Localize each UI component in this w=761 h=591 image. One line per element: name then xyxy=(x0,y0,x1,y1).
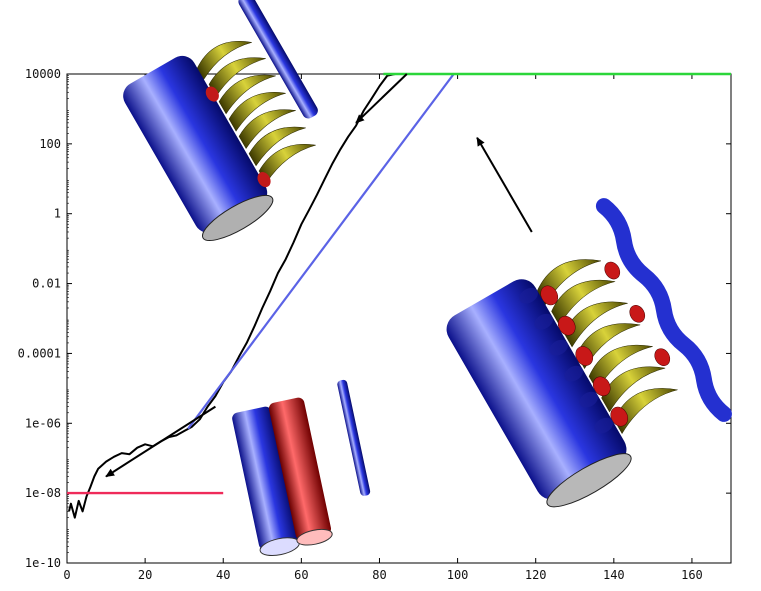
vortex-tubes-linear-growth-image xyxy=(123,0,318,241)
x-tick-label: 100 xyxy=(447,568,469,582)
y-tick-label: 0.0001 xyxy=(18,346,61,360)
y-tick-label: 1 xyxy=(54,207,61,221)
y-tick-label: 0.01 xyxy=(32,277,61,291)
x-tick-label: 120 xyxy=(525,568,547,582)
axis-tick-labels: 0 20 40 60 80 100 120 140 160 1e-10 1e-08 1e-06 0.00… xyxy=(18,67,703,582)
vortex-tubes-saturated-image xyxy=(446,198,732,508)
annotation-arrow-2 xyxy=(476,136,533,233)
series-layer xyxy=(67,72,731,519)
annotation-arrow-1 xyxy=(355,73,408,124)
series-line-1 xyxy=(187,73,455,430)
x-tick-label: 0 xyxy=(63,568,70,582)
y-tick-label: 10000 xyxy=(25,67,61,81)
x-tick-label: 40 xyxy=(216,568,230,582)
annotation-arrow-0 xyxy=(105,405,216,478)
x-tick-label: 60 xyxy=(294,568,308,582)
x-tick-label: 80 xyxy=(372,568,386,582)
x-tick-label: 20 xyxy=(138,568,152,582)
y-tick-label: 1e-10 xyxy=(25,556,61,570)
annotation-arrows xyxy=(105,73,533,478)
x-tick-label: 160 xyxy=(681,568,703,582)
y-tick-label: 1e-08 xyxy=(25,486,61,500)
vortex-tubes-initial-image xyxy=(232,379,371,557)
y-tick-label: 1e-06 xyxy=(25,416,61,430)
x-tick-label: 140 xyxy=(603,568,625,582)
y-tick-label: 100 xyxy=(39,137,61,151)
